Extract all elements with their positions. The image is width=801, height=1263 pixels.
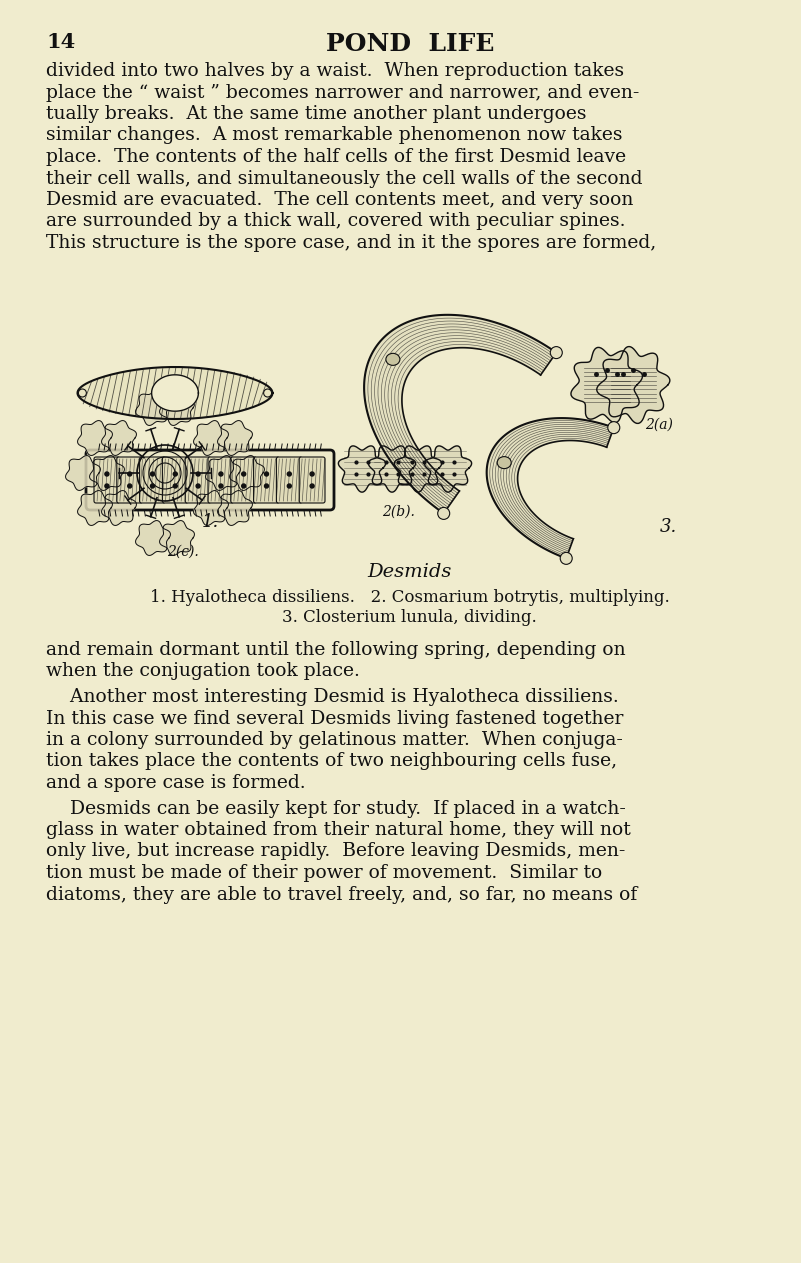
Ellipse shape	[196, 484, 200, 488]
Text: 1. Hyalotheca dissiliens.   2. Cosmarium botrytis, multiplying.: 1. Hyalotheca dissiliens. 2. Cosmarium b…	[150, 589, 670, 606]
FancyBboxPatch shape	[231, 457, 256, 503]
FancyBboxPatch shape	[254, 457, 280, 503]
Text: Desmid are evacuated.  The cell contents meet, and very soon: Desmid are evacuated. The cell contents …	[46, 191, 634, 208]
FancyBboxPatch shape	[276, 457, 302, 503]
Text: when the conjugation took place.: when the conjugation took place.	[46, 663, 360, 681]
Text: only live, but increase rapidly.  Before leaving Desmids, men-: only live, but increase rapidly. Before …	[46, 842, 626, 860]
Polygon shape	[218, 421, 252, 456]
Ellipse shape	[242, 472, 246, 476]
Ellipse shape	[196, 472, 200, 476]
Polygon shape	[78, 490, 112, 525]
Polygon shape	[368, 446, 416, 493]
Ellipse shape	[310, 472, 314, 476]
Polygon shape	[571, 347, 642, 423]
Ellipse shape	[105, 484, 109, 488]
Polygon shape	[597, 346, 670, 423]
Polygon shape	[425, 446, 472, 493]
Polygon shape	[90, 456, 124, 490]
Polygon shape	[78, 421, 112, 456]
Ellipse shape	[288, 484, 292, 488]
Text: similar changes.  A most remarkable phenomenon now takes: similar changes. A most remarkable pheno…	[46, 126, 623, 144]
Text: In this case we find several Desmids living fastened together: In this case we find several Desmids liv…	[46, 710, 624, 727]
Text: Desmids: Desmids	[368, 563, 452, 581]
Polygon shape	[159, 520, 195, 556]
Ellipse shape	[608, 422, 620, 433]
FancyBboxPatch shape	[185, 457, 211, 503]
Polygon shape	[135, 390, 171, 426]
Polygon shape	[338, 446, 385, 493]
Ellipse shape	[437, 508, 449, 519]
Ellipse shape	[386, 354, 400, 365]
Ellipse shape	[497, 457, 511, 469]
Text: divided into two halves by a waist.  When reproduction takes: divided into two halves by a waist. When…	[46, 62, 625, 80]
Text: diatoms, they are able to travel freely, and, so far, no means of: diatoms, they are able to travel freely,…	[46, 885, 638, 903]
Polygon shape	[206, 456, 240, 490]
Text: Another most interesting Desmid is Hyalotheca dissiliens.: Another most interesting Desmid is Hyalo…	[46, 688, 619, 706]
Ellipse shape	[127, 484, 131, 488]
Ellipse shape	[127, 472, 131, 476]
Text: 3.: 3.	[660, 518, 678, 536]
Ellipse shape	[219, 484, 223, 488]
Polygon shape	[159, 390, 195, 426]
Text: in a colony surrounded by gelatinous matter.  When conjuga-: in a colony surrounded by gelatinous mat…	[46, 731, 623, 749]
Text: glass in water obtained from their natural home, they will not: glass in water obtained from their natur…	[46, 821, 631, 839]
Text: place the “ waist ” becomes narrower and narrower, and even-: place the “ waist ” becomes narrower and…	[46, 83, 640, 101]
Ellipse shape	[264, 472, 268, 476]
Text: Desmids can be easily kept for study.  If placed in a watch-: Desmids can be easily kept for study. If…	[46, 799, 626, 817]
Ellipse shape	[264, 389, 272, 397]
FancyBboxPatch shape	[117, 457, 143, 503]
Ellipse shape	[151, 472, 155, 476]
FancyBboxPatch shape	[94, 457, 120, 503]
FancyBboxPatch shape	[163, 457, 188, 503]
Ellipse shape	[219, 472, 223, 476]
Ellipse shape	[173, 472, 177, 476]
Text: This structure is the spore case, and in it the spores are formed,: This structure is the spore case, and in…	[46, 234, 657, 253]
Ellipse shape	[151, 484, 155, 488]
Polygon shape	[394, 446, 441, 493]
Polygon shape	[102, 490, 136, 525]
Text: 1.: 1.	[201, 513, 219, 530]
Text: 3. Closterium lunula, dividing.: 3. Closterium lunula, dividing.	[282, 609, 537, 626]
Polygon shape	[364, 314, 557, 513]
Text: POND  LIFE: POND LIFE	[325, 32, 494, 56]
FancyBboxPatch shape	[300, 457, 325, 503]
Text: their cell walls, and simultaneously the cell walls of the second: their cell walls, and simultaneously the…	[46, 169, 643, 187]
Polygon shape	[194, 421, 228, 456]
Text: tion takes place the contents of two neighbouring cells fuse,: tion takes place the contents of two nei…	[46, 753, 618, 770]
Polygon shape	[218, 490, 252, 525]
Ellipse shape	[264, 484, 268, 488]
Ellipse shape	[560, 552, 572, 565]
Polygon shape	[487, 418, 614, 558]
Ellipse shape	[105, 472, 109, 476]
Text: tually breaks.  At the same time another plant undergoes: tually breaks. At the same time another …	[46, 105, 587, 123]
Polygon shape	[194, 490, 228, 525]
Polygon shape	[151, 375, 199, 412]
Polygon shape	[66, 456, 100, 490]
Polygon shape	[230, 456, 264, 490]
FancyBboxPatch shape	[86, 450, 334, 510]
Ellipse shape	[242, 484, 246, 488]
Text: 14: 14	[46, 32, 76, 52]
Text: and a spore case is formed.: and a spore case is formed.	[46, 774, 306, 792]
Ellipse shape	[78, 389, 87, 397]
Ellipse shape	[288, 472, 292, 476]
FancyBboxPatch shape	[139, 457, 165, 503]
Text: and remain dormant until the following spring, depending on: and remain dormant until the following s…	[46, 642, 626, 659]
Ellipse shape	[550, 346, 562, 359]
FancyBboxPatch shape	[208, 457, 234, 503]
Text: place.  The contents of the half cells of the first Desmid leave: place. The contents of the half cells of…	[46, 148, 626, 165]
Ellipse shape	[173, 484, 177, 488]
Polygon shape	[102, 421, 136, 456]
Text: tion must be made of their power of movement.  Similar to: tion must be made of their power of move…	[46, 864, 602, 882]
Text: are surrounded by a thick wall, covered with peculiar spines.: are surrounded by a thick wall, covered …	[46, 212, 626, 231]
Ellipse shape	[310, 484, 314, 488]
Text: 2(c).: 2(c).	[167, 546, 199, 560]
Text: 2(b).: 2(b).	[382, 505, 415, 519]
Polygon shape	[135, 520, 171, 556]
Polygon shape	[78, 368, 272, 419]
Text: 2(a): 2(a)	[645, 418, 673, 432]
